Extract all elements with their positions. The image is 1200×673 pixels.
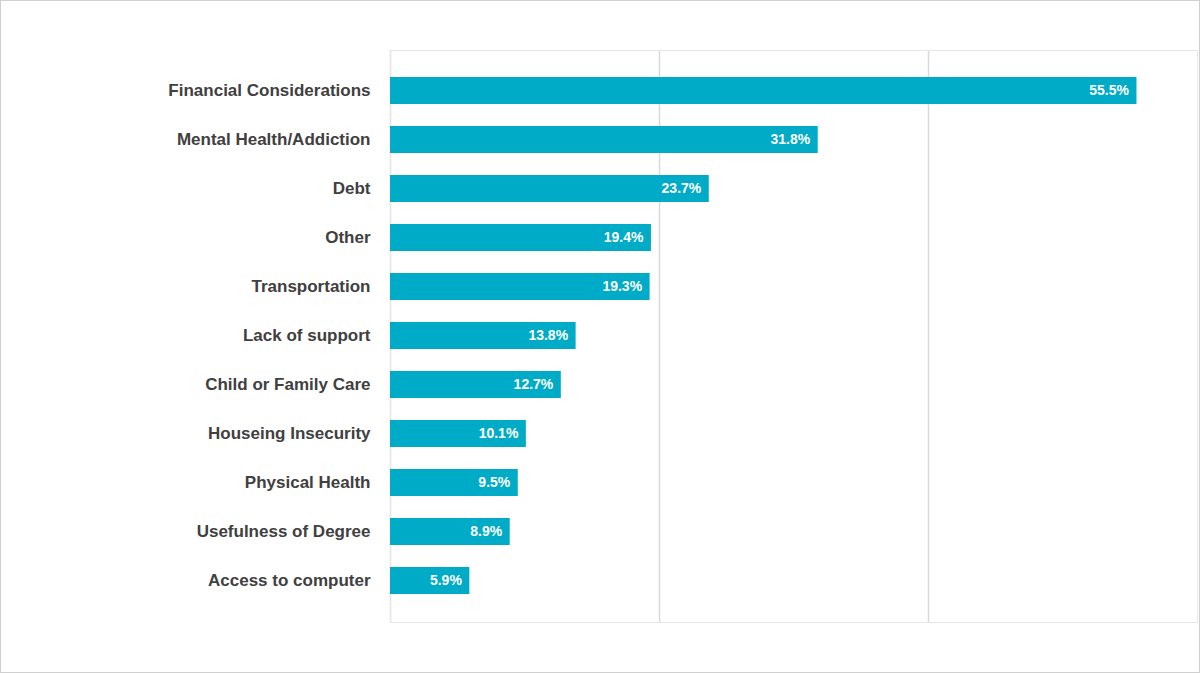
svg-text:Mental Health/Addiction: Mental Health/Addiction	[177, 130, 371, 149]
svg-text:Lack of support: Lack of support	[243, 326, 371, 345]
svg-text:Other: Other	[325, 228, 371, 247]
svg-text:Physical Health: Physical Health	[245, 473, 371, 492]
svg-text:19.3%: 19.3%	[602, 278, 642, 294]
svg-text:8.9%: 8.9%	[470, 523, 502, 539]
svg-text:31.8%: 31.8%	[771, 131, 811, 147]
svg-text:Access to computer: Access to computer	[208, 571, 371, 590]
svg-text:Child or Family Care: Child or Family Care	[205, 375, 370, 394]
svg-text:19.4%: 19.4%	[604, 229, 644, 245]
svg-text:Usefulness of Degree: Usefulness of Degree	[197, 522, 371, 541]
svg-text:Houseing Insecurity: Houseing Insecurity	[208, 424, 371, 443]
svg-text:12.7%: 12.7%	[514, 376, 554, 392]
svg-text:13.8%: 13.8%	[528, 327, 568, 343]
svg-text:Transportation: Transportation	[251, 277, 370, 296]
svg-text:5.9%: 5.9%	[430, 572, 462, 588]
svg-text:Debt: Debt	[333, 179, 371, 198]
svg-text:Financial Considerations: Financial Considerations	[168, 81, 370, 100]
svg-text:9.5%: 9.5%	[478, 474, 510, 490]
svg-text:55.5%: 55.5%	[1089, 82, 1129, 98]
svg-text:10.1%: 10.1%	[479, 425, 519, 441]
svg-text:23.7%: 23.7%	[662, 180, 702, 196]
